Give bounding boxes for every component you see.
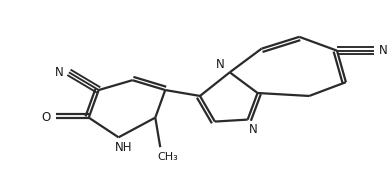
Text: O: O <box>42 111 51 124</box>
Text: N: N <box>249 123 258 136</box>
Text: N: N <box>54 66 64 79</box>
Text: CH₃: CH₃ <box>158 152 179 162</box>
Text: NH: NH <box>115 141 132 154</box>
Text: N: N <box>216 58 224 71</box>
Text: N: N <box>379 44 388 57</box>
